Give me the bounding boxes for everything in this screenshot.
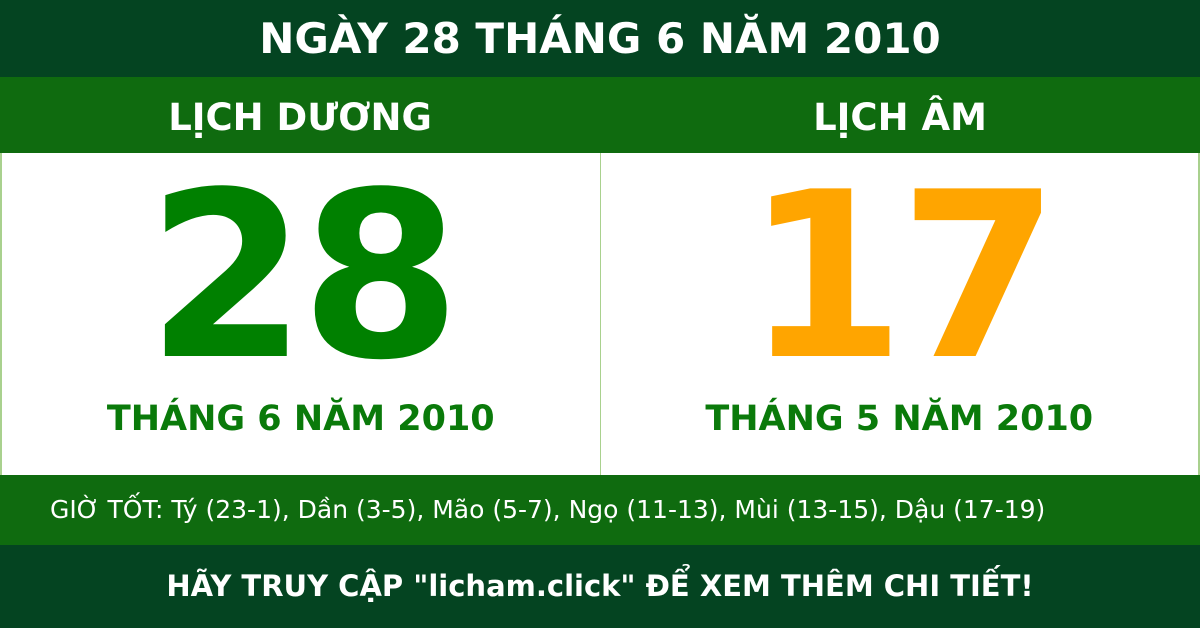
lunar-month-year: THÁNG 5 NĂM 2010 (705, 399, 1094, 439)
calendar-headings: LỊCH DƯƠNG LỊCH ÂM (0, 77, 1200, 153)
page-title: NGÀY 28 THÁNG 6 NĂM 2010 (0, 0, 1200, 77)
solar-heading: LỊCH DƯƠNG (168, 96, 432, 139)
lunar-day: 17 (745, 144, 1059, 411)
solar-month-year: THÁNG 6 NĂM 2010 (106, 399, 495, 439)
good-hours: GIỜ TỐT: Tý (23-1), Dần (3-5), Mão (5-7)… (0, 475, 1200, 545)
calendar-body: 28 THÁNG 6 NĂM 2010 17 THÁNG 5 NĂM 2010 (0, 153, 1200, 475)
lunar-heading: LỊCH ÂM (813, 96, 987, 139)
lunar-column: 17 THÁNG 5 NĂM 2010 (601, 153, 1199, 475)
solar-column: 28 THÁNG 6 NĂM 2010 (2, 153, 601, 475)
footer-cta: HÃY TRUY CẬP "licham.click" ĐỂ XEM THÊM … (0, 545, 1200, 628)
solar-day: 28 (146, 144, 461, 411)
